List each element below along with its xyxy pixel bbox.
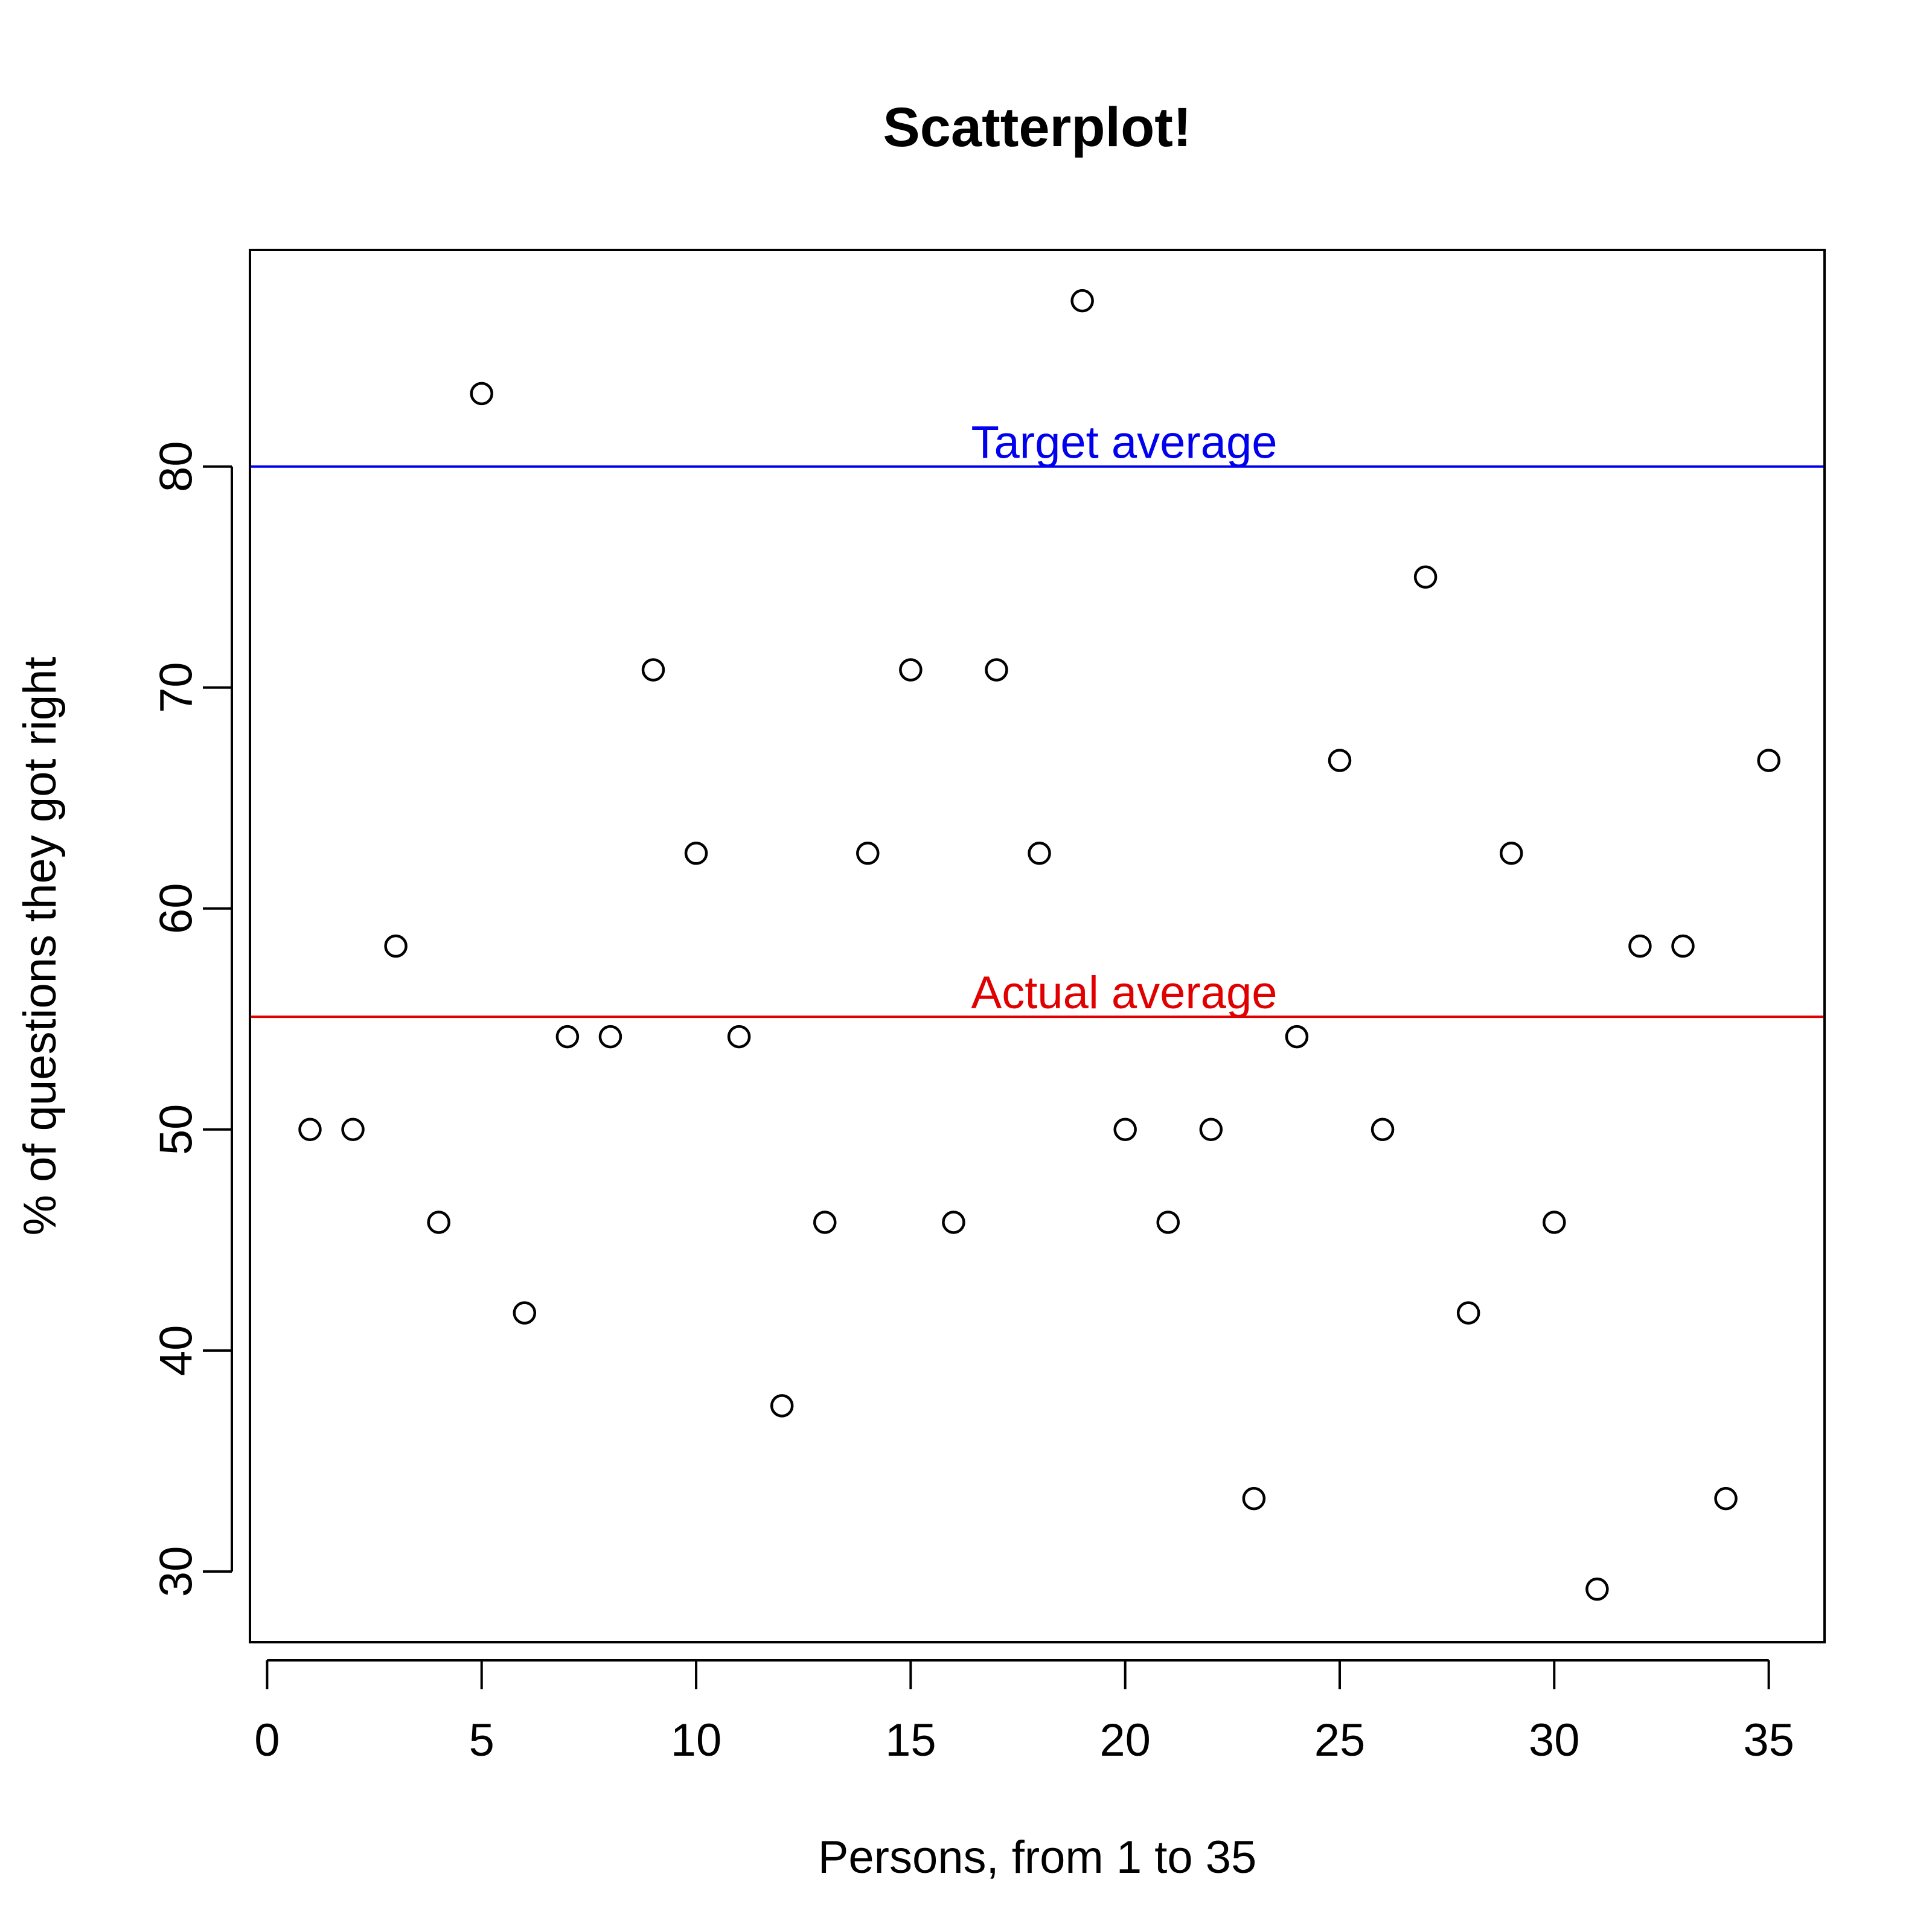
data-point (684, 842, 708, 865)
data-point (1628, 934, 1652, 958)
data-point (1285, 1025, 1309, 1049)
data-point (1714, 1486, 1738, 1511)
x-tick-label: 15 (885, 1715, 936, 1766)
data-point (1070, 289, 1094, 313)
target-average-label: Target average (971, 417, 1278, 469)
data-point (1199, 1118, 1223, 1142)
plot-frame (249, 249, 1826, 1643)
data-point (470, 382, 493, 406)
x-tick-label: 25 (1314, 1715, 1366, 1766)
data-point (813, 1211, 837, 1234)
x-tick-label: 20 (1099, 1715, 1151, 1766)
data-point (985, 658, 1008, 682)
y-axis-label: % of questions they got right (14, 656, 66, 1235)
data-point (1499, 842, 1523, 865)
data-point (555, 1025, 580, 1049)
y-tick-label: 70 (151, 662, 202, 713)
data-point (598, 1025, 622, 1049)
data-point (1371, 1118, 1395, 1142)
data-point (1543, 1211, 1566, 1234)
y-tick-label: 80 (151, 441, 202, 492)
data-point (1242, 1486, 1266, 1511)
data-point (1757, 749, 1780, 772)
data-point (1413, 565, 1438, 589)
data-point (1585, 1577, 1609, 1601)
data-point (513, 1301, 537, 1325)
x-tick-label: 30 (1529, 1715, 1580, 1766)
y-tick-label: 30 (151, 1546, 202, 1598)
reference-lines: Target average Actual average (250, 417, 1825, 1019)
y-tick-label: 40 (151, 1325, 202, 1377)
data-point (1671, 934, 1695, 958)
actual-average-label: Actual average (971, 967, 1278, 1019)
data-points (298, 289, 1780, 1601)
y-tick-label: 60 (151, 883, 202, 935)
x-tick-label: 35 (1743, 1715, 1794, 1766)
y-axis: 30 40 50 60 70 80 (151, 441, 233, 1598)
data-point (942, 1211, 965, 1234)
x-tick-label: 0 (254, 1715, 280, 1766)
data-point (1113, 1118, 1137, 1142)
data-point (1156, 1211, 1180, 1234)
data-point (341, 1118, 365, 1142)
data-point (727, 1025, 751, 1049)
data-point (384, 934, 408, 958)
x-tick-label: 10 (671, 1715, 722, 1766)
data-point (770, 1394, 794, 1418)
data-point (641, 658, 665, 682)
data-point (298, 1118, 322, 1142)
y-tick-label: 50 (151, 1104, 202, 1156)
data-point (427, 1211, 450, 1234)
data-point (856, 842, 880, 865)
data-point (899, 658, 923, 682)
x-axis: 0 5 10 15 20 25 30 35 (254, 1659, 1794, 1766)
data-point (1028, 842, 1051, 865)
chart-title: Scatterplot! (883, 97, 1191, 158)
data-point (1328, 749, 1352, 772)
x-axis-label: Persons, from 1 to 35 (818, 1832, 1257, 1883)
data-point (1456, 1301, 1480, 1325)
x-tick-label: 5 (469, 1715, 494, 1766)
